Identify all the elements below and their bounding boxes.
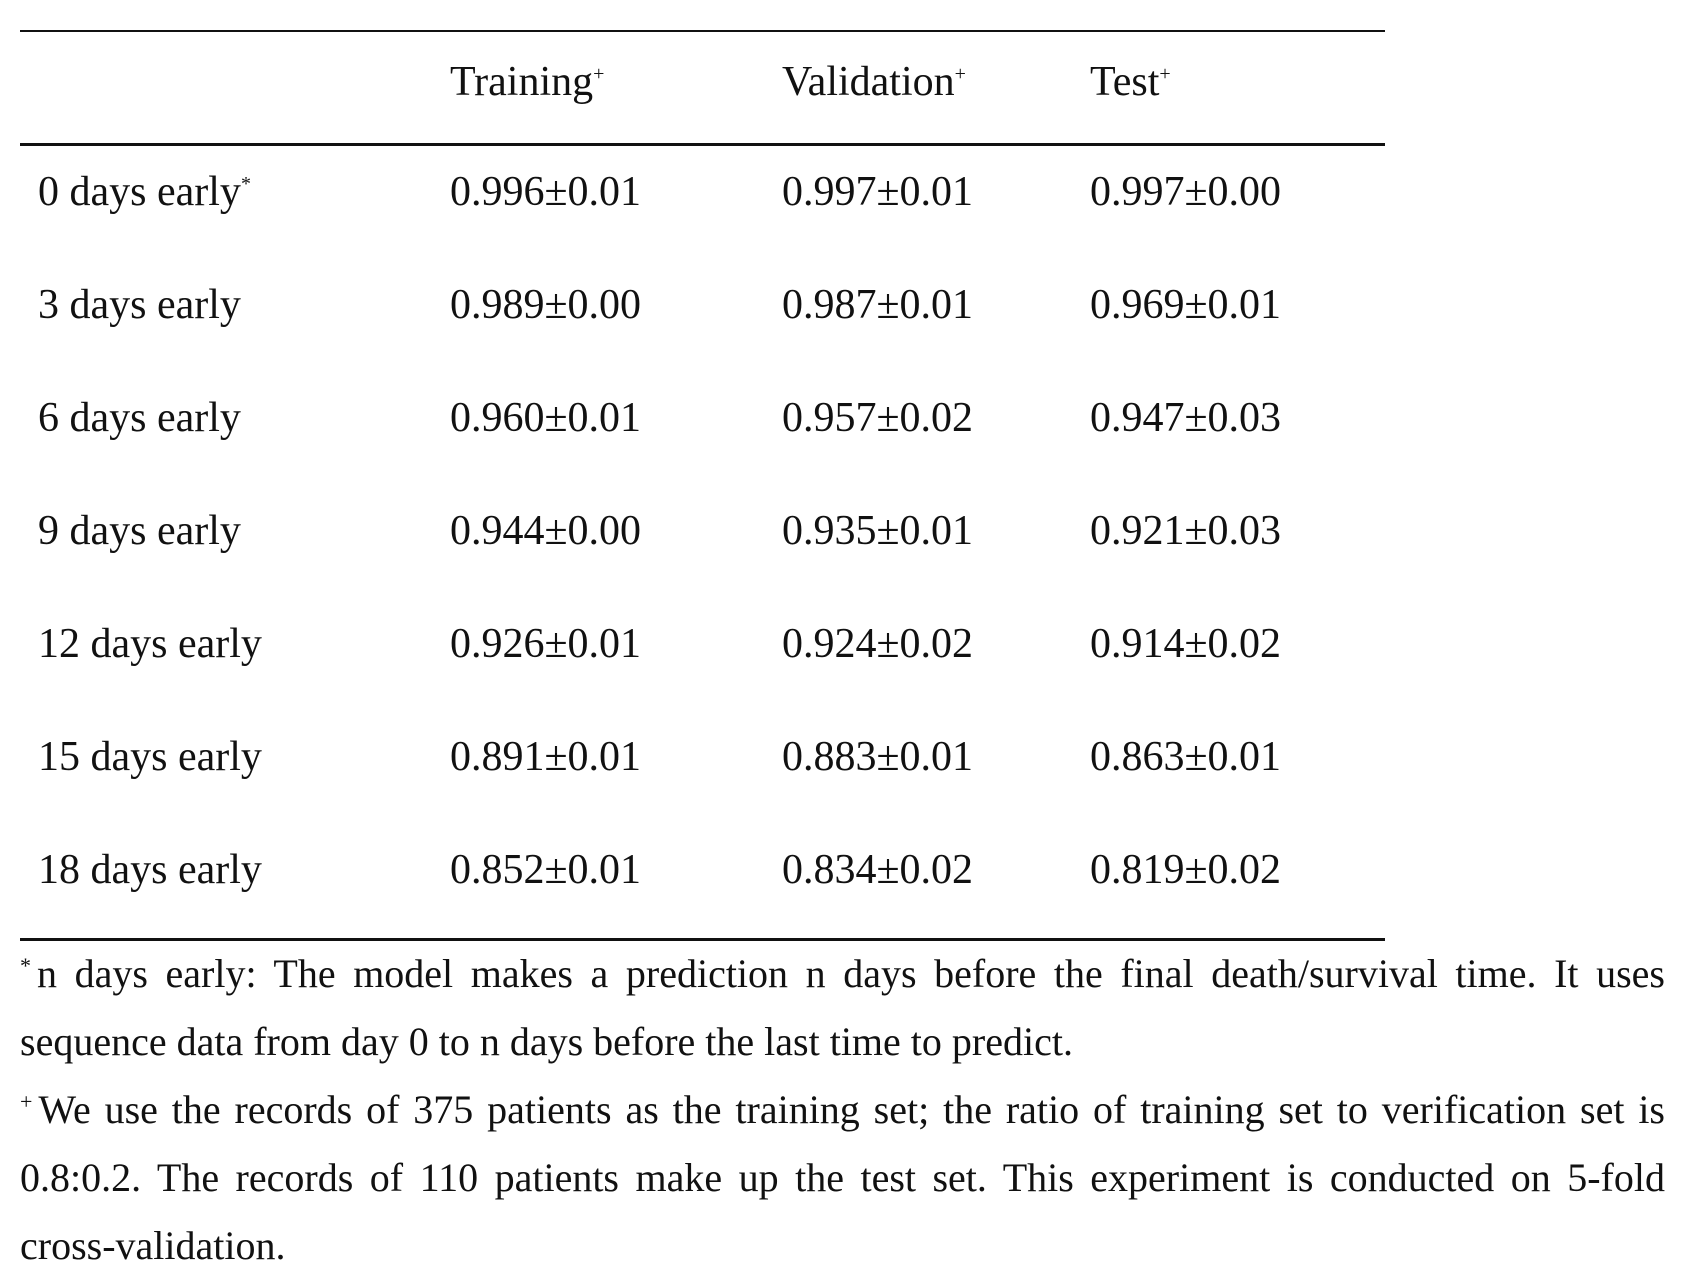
row-label: 18 days early [38,847,262,893]
header-training-mark: + [593,63,605,85]
row-label: 3 days early [38,282,241,328]
cell-validation: 0.935±0.01 [782,508,974,554]
cell-validation: 0.987±0.01 [782,282,974,328]
cell-validation: 0.997±0.01 [782,169,974,215]
cell-validation: 0.883±0.01 [782,734,974,780]
header-training-label: Training [450,59,594,105]
cell-training: 0.926±0.01 [450,621,642,667]
row-label: 15 days early [38,734,262,780]
table-row: 18 days early 0.852±0.01 0.834±0.02 0.81… [20,846,1385,906]
cell-training: 0.891±0.01 [450,734,642,780]
cell-test: 0.914±0.02 [1090,621,1282,667]
header-test: Test+ [1090,58,1171,106]
cell-training: 0.960±0.01 [450,395,642,441]
cell-test: 0.921±0.03 [1090,508,1282,554]
table-row: 15 days early 0.891±0.01 0.883±0.01 0.86… [20,733,1385,793]
footnote-plus-text: We use the records of 375 patients as th… [20,1087,1665,1268]
cell-training: 0.944±0.00 [450,508,642,554]
cell-test: 0.947±0.03 [1090,395,1282,441]
header-training: Training+ [450,58,604,106]
table-row: 0 days early* 0.996±0.01 0.997±0.01 0.99… [20,168,1385,228]
cell-test: 0.863±0.01 [1090,734,1282,780]
header-validation-mark: + [954,63,966,85]
cell-validation: 0.834±0.02 [782,847,974,893]
table-row: 3 days early 0.989±0.00 0.987±0.01 0.969… [20,281,1385,341]
table-header-row: Training+ Validation+ Test+ [20,58,1385,108]
footnote-asterisk-text: n days early: The model makes a predicti… [20,951,1665,1064]
row-label: 12 days early [38,621,262,667]
row-label-mark: * [240,173,251,195]
table-header-rule [20,143,1385,146]
table-footnotes: * n days early: The model makes a predict… [20,940,1665,1280]
row-label-text: 0 days early [38,169,241,215]
cell-test: 0.997±0.00 [1090,169,1282,215]
header-test-label: Test [1090,59,1160,105]
cell-training: 0.989±0.00 [450,282,642,328]
row-label: 9 days early [38,508,241,554]
cell-training: 0.996±0.01 [450,169,642,215]
table-top-rule [20,30,1385,32]
table-row: 6 days early 0.960±0.01 0.957±0.02 0.947… [20,394,1385,454]
cell-training: 0.852±0.01 [450,847,642,893]
row-label: 6 days early [38,395,241,441]
cell-test: 0.819±0.02 [1090,847,1282,893]
footnote-plus: + We use the records of 375 patients as t… [20,1076,1665,1280]
footnote-asterisk-mark: * [20,952,31,978]
header-test-mark: + [1159,63,1171,85]
footnote-plus-mark: + [20,1088,33,1114]
table-bottom-rule [20,938,1385,941]
header-validation: Validation+ [782,58,966,106]
footnote-asterisk: * n days early: The model makes a predict… [20,940,1665,1076]
header-validation-label: Validation [782,59,955,105]
cell-validation: 0.957±0.02 [782,395,974,441]
cell-validation: 0.924±0.02 [782,621,974,667]
table-row: 12 days early 0.926±0.01 0.924±0.02 0.91… [20,620,1385,680]
cell-test: 0.969±0.01 [1090,282,1282,328]
row-label: 0 days early* [38,168,251,216]
table-row: 9 days early 0.944±0.00 0.935±0.01 0.921… [20,507,1385,567]
